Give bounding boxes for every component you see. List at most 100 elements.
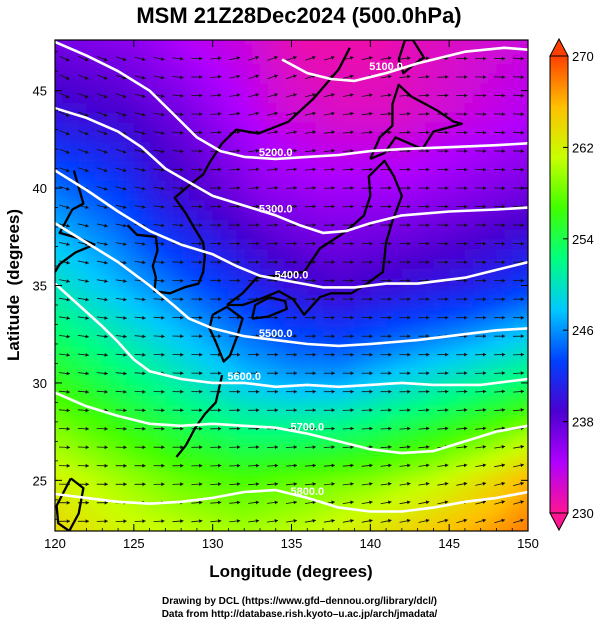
heatmap-cell xyxy=(504,160,513,172)
heatmap-cell xyxy=(110,511,119,522)
heatmap-cell xyxy=(126,238,135,250)
heatmap-cell xyxy=(102,180,111,191)
heatmap-cell xyxy=(220,336,230,347)
heatmap-cell xyxy=(204,229,214,240)
heatmap-cell xyxy=(204,40,214,45)
wind-arrow xyxy=(58,371,70,376)
heatmap-cell xyxy=(504,492,513,503)
heatmap-cell xyxy=(62,160,72,172)
heatmap-cell xyxy=(141,248,151,259)
heatmap-cell xyxy=(244,326,253,337)
heatmap-cell xyxy=(441,433,450,445)
heatmap-cell xyxy=(291,492,301,503)
heatmap-cell xyxy=(362,492,372,503)
wind-arrow xyxy=(153,205,165,209)
heatmap-cell xyxy=(236,511,245,522)
wind-arrow xyxy=(172,278,184,283)
heatmap-cell xyxy=(417,180,427,191)
heatmap-cell xyxy=(464,404,474,415)
heatmap-cell xyxy=(173,492,182,503)
heatmap-cell xyxy=(86,73,96,84)
heatmap-cell xyxy=(283,365,293,376)
heatmap-cell xyxy=(133,414,143,425)
heatmap-cell xyxy=(165,82,175,94)
heatmap-cell xyxy=(196,501,206,513)
heatmap-cell xyxy=(354,433,364,445)
heatmap-cell xyxy=(236,102,245,113)
wind-arrow xyxy=(494,93,506,98)
heatmap-cell xyxy=(512,501,521,513)
heatmap-cell xyxy=(457,345,466,357)
heatmap-cell xyxy=(165,258,175,269)
heatmap-cell xyxy=(157,229,167,240)
wind-arrow xyxy=(59,260,70,265)
heatmap-cell xyxy=(165,492,175,503)
heatmap-cell xyxy=(472,287,482,298)
heatmap-cell xyxy=(464,82,474,94)
heatmap-cell xyxy=(291,141,301,152)
heatmap-cell xyxy=(236,131,245,143)
heatmap-cell xyxy=(157,492,167,503)
heatmap-cell xyxy=(165,316,175,328)
heatmap-cell xyxy=(354,453,364,464)
heatmap-cell xyxy=(252,326,261,337)
heatmap-cell xyxy=(323,190,332,201)
heatmap-cell xyxy=(196,462,206,474)
heatmap-cell xyxy=(181,53,190,65)
heatmap-cell xyxy=(323,121,332,133)
wind-arrow xyxy=(134,260,146,265)
heatmap-cell xyxy=(409,131,419,143)
heatmap-cell xyxy=(394,43,403,55)
wind-arrow xyxy=(229,426,241,431)
heatmap-cell xyxy=(275,326,285,337)
heatmap-cell xyxy=(409,258,419,269)
heatmap-cell xyxy=(260,375,269,386)
heatmap-cell xyxy=(181,199,190,211)
heatmap-cell xyxy=(330,40,340,45)
heatmap-cell xyxy=(354,482,364,493)
heatmap-cell xyxy=(252,541,261,552)
heatmap-cell xyxy=(220,170,230,181)
heatmap-cell xyxy=(173,229,182,240)
wind-arrow xyxy=(342,463,354,468)
wind-arrow xyxy=(248,519,260,523)
heatmap-cell xyxy=(260,482,269,493)
heatmap-cell xyxy=(315,112,324,123)
heatmap-cell xyxy=(441,462,450,474)
heatmap-cell xyxy=(449,43,458,55)
heatmap-cell xyxy=(110,531,119,542)
heatmap-cell xyxy=(354,219,364,230)
heatmap-cell xyxy=(110,443,119,454)
heatmap-cell xyxy=(330,336,340,347)
heatmap-cell xyxy=(133,131,143,143)
heatmap-cell xyxy=(354,404,364,415)
heatmap-cell xyxy=(228,365,238,376)
heatmap-cell xyxy=(196,453,206,464)
wind-arrow xyxy=(304,334,316,339)
heatmap-cell xyxy=(283,404,293,415)
heatmap-cell xyxy=(133,306,143,318)
heatmap-cell xyxy=(204,336,214,347)
heatmap-cell xyxy=(283,501,293,513)
heatmap-cell xyxy=(464,112,474,123)
heatmap-cell xyxy=(86,414,96,425)
heatmap-cell xyxy=(315,423,324,435)
heatmap-cell xyxy=(220,433,230,445)
heatmap-cell xyxy=(71,24,80,35)
heatmap-cell xyxy=(236,258,245,269)
heatmap-cell xyxy=(291,258,301,269)
y-tick-label: 45 xyxy=(33,84,47,99)
heatmap-cell xyxy=(528,141,537,152)
heatmap-cell xyxy=(307,92,316,104)
heatmap-cell xyxy=(141,40,151,45)
wind-arrow xyxy=(115,353,127,357)
heatmap-cell xyxy=(354,92,364,104)
heatmap-cell xyxy=(118,414,127,425)
heatmap-cell xyxy=(228,268,238,279)
heatmap-cell xyxy=(86,433,96,445)
heatmap-cell xyxy=(252,511,261,522)
heatmap-cell xyxy=(386,92,395,104)
wind-arrow xyxy=(456,481,468,486)
heatmap-cell xyxy=(173,121,182,133)
heatmap-cell xyxy=(126,141,135,152)
